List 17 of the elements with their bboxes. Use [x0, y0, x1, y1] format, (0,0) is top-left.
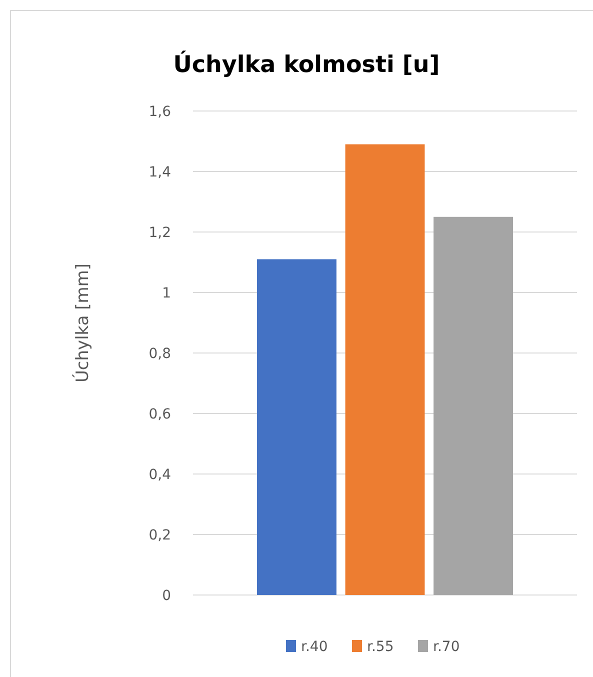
y-tick-label: 0,2: [148, 527, 171, 544]
y-tick-label: 0,8: [148, 346, 171, 362]
y-tick-label: 0,4: [148, 466, 172, 483]
legend-label: r.55: [367, 638, 394, 655]
legend-label: r.40: [301, 638, 328, 655]
bar: [434, 216, 513, 595]
y-tick-label: 0,6: [148, 406, 172, 422]
y-axis-title: Úchylka [mm]: [72, 263, 93, 383]
y-tick-label: 1,4: [148, 164, 172, 180]
bar: [345, 144, 425, 595]
bar: [257, 259, 336, 595]
y-tick-label: 1,2: [148, 224, 171, 241]
legend-label: r.70: [433, 638, 460, 655]
y-tick-label: 1: [162, 285, 171, 302]
chart-title: Úchylka kolmosti [u]: [173, 50, 440, 78]
y-tick-label: 0: [162, 588, 171, 604]
y-tick-label: 1,6: [148, 104, 172, 120]
